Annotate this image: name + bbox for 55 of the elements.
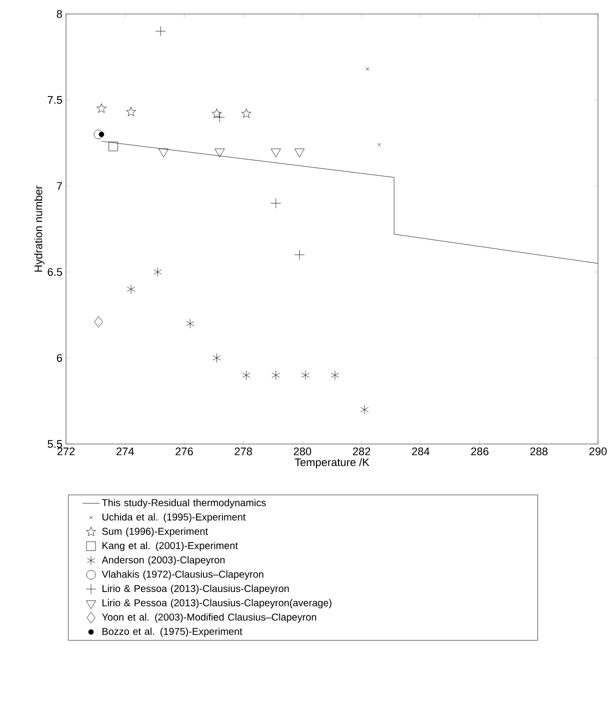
point [108,142,118,152]
x-tick-label: 274 [116,448,134,456]
x-tick-label: 288 [530,448,548,456]
legend-label: Kang et al. (2001)-Experiment [102,542,238,552]
point [214,112,225,122]
point [270,198,282,208]
point [270,148,281,158]
legend-label: Bozzo et al. (1975)-Experiment [102,628,242,637]
point [241,108,252,118]
y-axis-title: Hydration number [34,186,44,272]
x-tick-label: 286 [471,448,488,456]
point [294,148,304,158]
legend-label: Vlahakis (1972)-Clausius–Clapeyron [102,570,264,580]
point [155,26,166,36]
point [126,106,136,116]
point [158,148,168,158]
point [360,404,369,414]
point [98,132,104,138]
point [94,130,104,140]
point [154,267,162,277]
point [378,142,382,146]
x-tick-label: 282 [352,448,370,456]
point [94,316,103,328]
x-tick-label: 278 [234,448,252,456]
legend-label: This study-Residual thermodynamics [102,498,266,508]
x-tick-label: 284 [412,448,430,456]
y-tick-label: 7 [56,182,62,190]
point [242,370,250,380]
x-axis-title: Temperature /K [294,458,370,468]
point [212,353,221,363]
point [186,318,194,328]
point [301,370,310,380]
legend-label: Lirio & Pessoa (2013)-Clausius-Clapeyron(average) [102,599,332,608]
point [272,370,280,380]
point [214,148,225,158]
legend-label: Uchida et al. (1995)-Experiment [102,513,246,523]
point [366,67,370,71]
y-tick-label: 6 [56,354,62,362]
point [96,103,106,113]
point [212,108,222,118]
y-tick-label: 6.5 [48,268,62,276]
y-tick-label: 5.5 [48,440,62,448]
y-tick-label: 7.5 [48,96,62,104]
point [126,284,136,294]
point [330,370,340,380]
point [294,250,305,260]
legend-label: Yoon et al. (2003)-Modified Clausius–Clapeyron [102,613,316,623]
x-tick-label: 276 [176,448,193,456]
x-tick-label: 290 [589,448,607,456]
x-tick-label: 280 [294,448,312,456]
legend-label: Anderson (2003)-Clapeyron [102,556,225,566]
x-tick-label: 272 [57,448,75,456]
legend-label: Lirio & Pessoa (2013)-Clausius-Clapeyron [102,584,289,594]
y-tick-label: 8 [56,10,62,18]
legend-label: Sum (1996)-Experiment [102,528,208,537]
